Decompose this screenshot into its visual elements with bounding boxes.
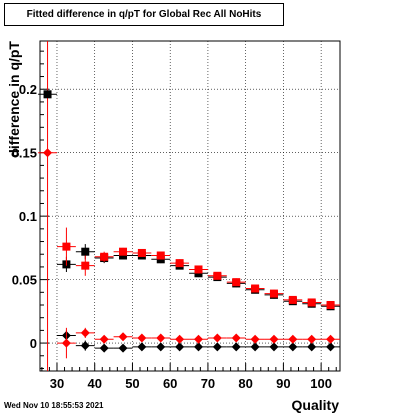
data-point-diamond xyxy=(326,334,336,344)
data-marks xyxy=(38,41,340,371)
chart-title: Fitted difference in q/pT for Global Rec… xyxy=(4,3,284,26)
x-tick-label: 60 xyxy=(163,376,177,391)
y-tick-label: 0.1 xyxy=(19,209,37,224)
data-point-diamond xyxy=(212,333,222,343)
x-tick-label: 50 xyxy=(125,376,139,391)
x-tick-label: 70 xyxy=(201,376,215,391)
data-point-diamond xyxy=(137,342,147,352)
data-point-diamond xyxy=(99,343,109,353)
data-point-square xyxy=(213,271,222,280)
y-tick-label: 0.15 xyxy=(12,146,37,161)
data-point-square xyxy=(156,251,165,260)
data-point-diamond xyxy=(175,334,185,344)
x-tick-label: 40 xyxy=(87,376,101,391)
data-point-square xyxy=(194,265,203,274)
data-point-square xyxy=(251,284,260,293)
data-point-diamond xyxy=(118,332,128,342)
data-point-diamond xyxy=(288,334,298,344)
data-point-diamond xyxy=(118,343,128,353)
data-point-square xyxy=(175,259,184,268)
data-point-diamond xyxy=(43,148,53,158)
data-point-square xyxy=(326,301,335,309)
x-axis-label: Quality xyxy=(292,397,340,413)
data-point-diamond xyxy=(193,334,203,344)
data-point-diamond xyxy=(61,338,71,348)
data-point-square xyxy=(62,242,71,251)
timestamp-footer: Wed Nov 10 18:55:53 2021 xyxy=(4,401,104,410)
data-point-square xyxy=(100,252,109,261)
data-point-diamond xyxy=(99,334,109,344)
data-point-square xyxy=(81,261,90,270)
data-point-square xyxy=(288,295,297,304)
data-point-diamond xyxy=(80,328,90,338)
data-point-square xyxy=(137,248,146,257)
y-tick-label: 0.2 xyxy=(19,82,37,97)
data-point-diamond xyxy=(269,334,279,344)
data-point-diamond xyxy=(231,342,241,352)
data-point-square xyxy=(119,247,128,256)
data-point-diamond xyxy=(307,334,317,344)
y-axis-label: difference in q/pT xyxy=(6,41,22,158)
data-point-diamond xyxy=(212,342,222,352)
y-tick-label: 0 xyxy=(30,336,37,351)
data-point-square xyxy=(269,289,278,298)
data-point-diamond xyxy=(175,342,185,352)
grid xyxy=(40,41,340,371)
data-point-diamond xyxy=(80,341,90,351)
data-point-diamond xyxy=(288,342,298,352)
axes: 30 40 50 60 70 80 90 100 0 0.05 0.1 0.15 0.2 xyxy=(12,50,337,391)
data-point-diamond xyxy=(250,342,260,352)
data-point-diamond xyxy=(269,342,279,352)
data-point-diamond xyxy=(326,342,336,352)
data-point-diamond xyxy=(137,333,147,343)
x-tick-label: 90 xyxy=(276,376,290,391)
y-tick-label: 0.05 xyxy=(12,273,37,288)
x-tick-label: 100 xyxy=(310,376,332,391)
data-point-square xyxy=(307,298,316,307)
data-point-diamond xyxy=(307,342,317,352)
data-point-square xyxy=(232,278,241,287)
data-point-diamond xyxy=(156,333,166,343)
data-point-square xyxy=(43,90,52,99)
data-point-diamond xyxy=(156,342,166,352)
plot-frame xyxy=(39,40,341,372)
data-point-diamond xyxy=(193,342,203,352)
x-tick-label: 30 xyxy=(50,376,64,391)
data-point-diamond xyxy=(250,334,260,344)
data-point-diamond xyxy=(231,333,241,343)
x-tick-label: 80 xyxy=(238,376,252,391)
data-point-square xyxy=(81,247,90,256)
